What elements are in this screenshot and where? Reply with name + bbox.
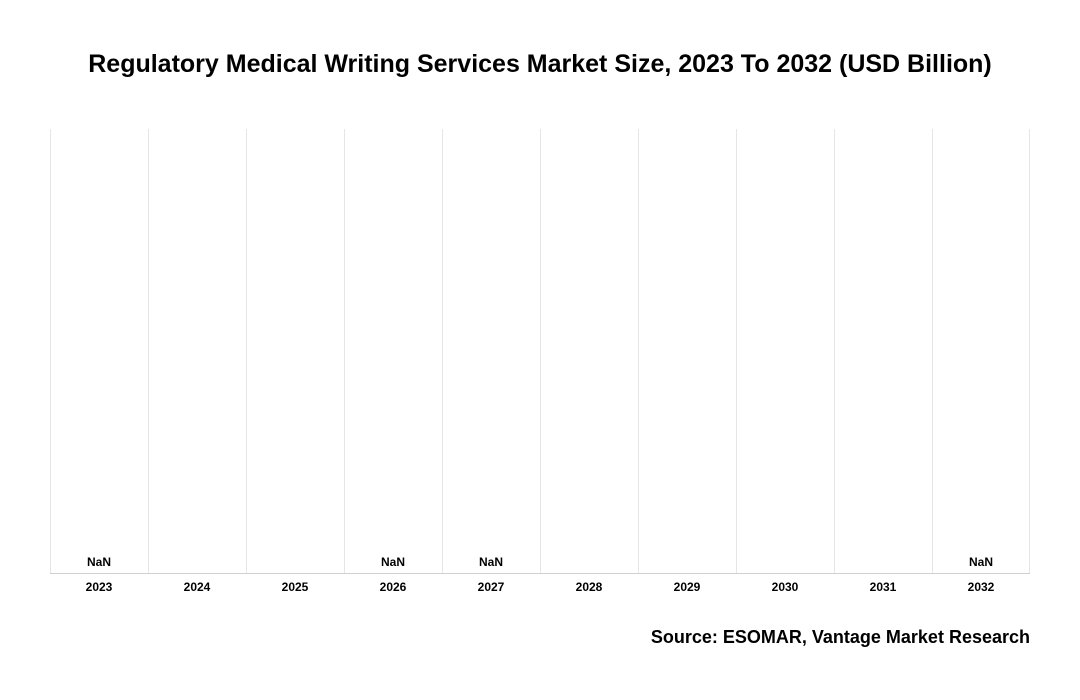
x-tick-label: 2027 (442, 580, 540, 594)
grid-line (736, 129, 737, 573)
x-tick-label: 2029 (638, 580, 736, 594)
grid-line (50, 129, 51, 573)
bar-slot (736, 569, 834, 573)
plot-area: NaN NaN NaN NaN (50, 129, 1030, 574)
grid-line (148, 129, 149, 573)
x-tick-label: 2032 (932, 580, 1030, 594)
grid-line (1029, 129, 1030, 573)
x-tick-label: 2030 (736, 580, 834, 594)
grid-line (344, 129, 345, 573)
bar-slot (148, 569, 246, 573)
bar-value-label: NaN (479, 555, 503, 569)
bar-slot: NaN (50, 555, 148, 573)
x-tick-label: 2028 (540, 580, 638, 594)
bar-slot (834, 569, 932, 573)
x-axis: 2023 2024 2025 2026 2027 2028 2029 2030 … (50, 574, 1030, 598)
bar-value-label: NaN (969, 555, 993, 569)
x-tick-label: 2026 (344, 580, 442, 594)
bar-slot (246, 569, 344, 573)
bar-slot: NaN (344, 555, 442, 573)
bar-value-label: NaN (87, 555, 111, 569)
grid-line (834, 129, 835, 573)
grid-line (932, 129, 933, 573)
grid-line (638, 129, 639, 573)
bar-slot: NaN (442, 555, 540, 573)
x-tick-label: 2024 (148, 580, 246, 594)
bar-value-label: NaN (381, 555, 405, 569)
bar-slot (540, 569, 638, 573)
x-tick-label: 2023 (50, 580, 148, 594)
x-tick-label: 2031 (834, 580, 932, 594)
bar-slot: NaN (932, 555, 1030, 573)
grid-line (246, 129, 247, 573)
grid-line (540, 129, 541, 573)
chart-title: Regulatory Medical Writing Services Mark… (50, 50, 1030, 79)
source-attribution: Source: ESOMAR, Vantage Market Research (651, 627, 1030, 648)
chart-container: Regulatory Medical Writing Services Mark… (50, 50, 1030, 598)
bar-slot (638, 569, 736, 573)
x-tick-label: 2025 (246, 580, 344, 594)
grid-line (442, 129, 443, 573)
